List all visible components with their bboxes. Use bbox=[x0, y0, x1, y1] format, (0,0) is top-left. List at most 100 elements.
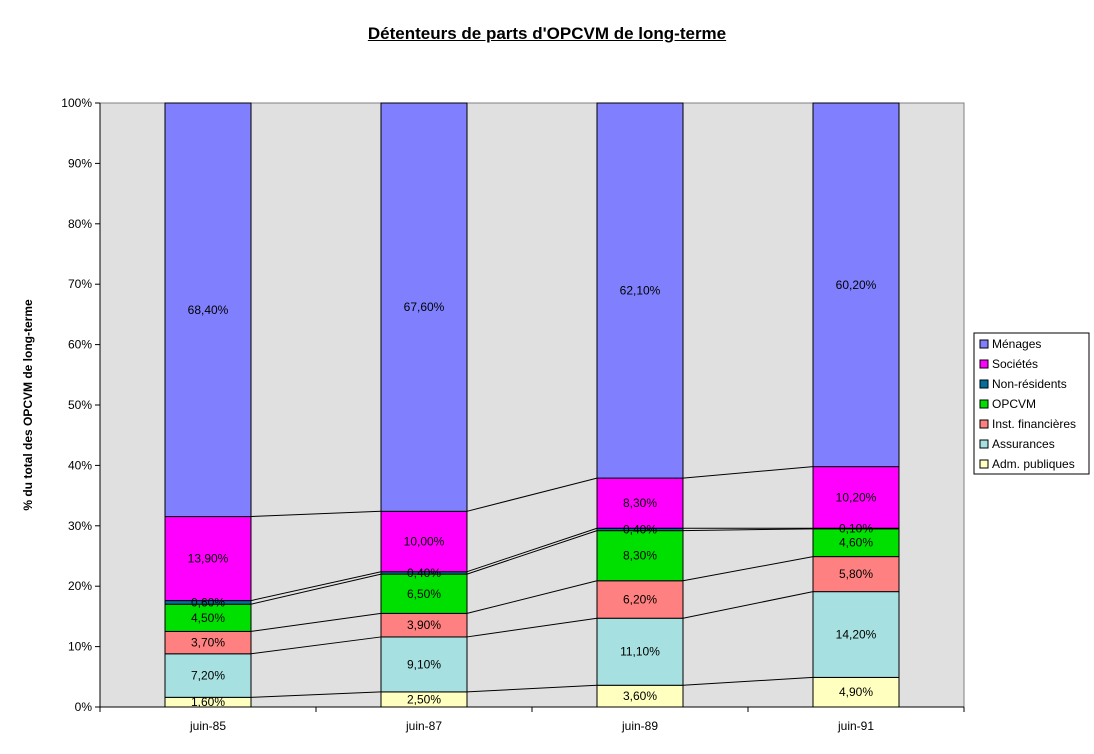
data-label: 60,20% bbox=[836, 278, 877, 292]
legend-label: Non-résidents bbox=[992, 377, 1067, 391]
chart-title: Détenteurs de parts d'OPCVM de long-term… bbox=[367, 24, 727, 43]
y-tick-label: 20% bbox=[68, 579, 92, 593]
data-label: 2,50% bbox=[407, 692, 441, 706]
legend-label: Inst. financières bbox=[992, 417, 1076, 431]
bar-segment bbox=[380, 510, 468, 573]
x-tick-label: juin-91 bbox=[837, 719, 874, 733]
bar-segment bbox=[812, 528, 900, 558]
bars bbox=[164, 102, 900, 708]
legend: Ménages Sociétés Non-résidents OPCVM Inst. f… bbox=[973, 332, 1090, 475]
series-lines bbox=[250, 466, 814, 698]
data-label: 4,90% bbox=[839, 685, 873, 699]
series-line bbox=[466, 580, 598, 614]
series-line bbox=[250, 573, 382, 605]
y-tick-label: 0% bbox=[75, 700, 93, 714]
x-tick-label: juin-85 bbox=[189, 719, 226, 733]
data-label: 6,50% bbox=[407, 587, 441, 601]
series-line bbox=[466, 527, 598, 573]
series-line bbox=[250, 571, 382, 602]
data-label: 3,60% bbox=[623, 689, 657, 703]
series-line bbox=[466, 684, 598, 693]
bar-segment bbox=[164, 603, 252, 632]
series-line bbox=[250, 636, 382, 655]
data-label: 11,10% bbox=[620, 645, 660, 659]
data-label: 0,60% bbox=[191, 595, 225, 609]
bar-segment bbox=[380, 102, 468, 512]
y-tick-label: 70% bbox=[68, 277, 92, 291]
data-label: 4,60% bbox=[839, 536, 873, 550]
data-label: 6,20% bbox=[623, 592, 657, 606]
data-label: 4,50% bbox=[191, 611, 225, 625]
y-tick-label: 90% bbox=[68, 156, 92, 170]
y-tick-label: 10% bbox=[68, 640, 92, 654]
bar-segment bbox=[164, 653, 252, 698]
y-tick-label: 100% bbox=[61, 96, 92, 110]
series-line bbox=[682, 591, 814, 619]
y-axis-title: % du total des OPCVM de long-terme bbox=[21, 299, 35, 511]
bar-segment bbox=[164, 102, 252, 518]
bar-segment bbox=[812, 556, 900, 593]
series-line bbox=[466, 617, 598, 638]
bar-segment bbox=[596, 530, 684, 582]
legend-swatch bbox=[979, 379, 989, 389]
data-label: 10,00% bbox=[404, 535, 445, 549]
data-label: 68,40% bbox=[188, 303, 229, 317]
series-line bbox=[466, 477, 598, 512]
data-label: 13,90% bbox=[188, 552, 229, 566]
data-label: 62,10% bbox=[620, 284, 661, 298]
legend-swatch bbox=[979, 399, 989, 409]
series-line bbox=[466, 530, 598, 575]
legend-swatch bbox=[979, 419, 989, 429]
legend-swatch bbox=[979, 359, 989, 369]
series-line bbox=[250, 612, 382, 632]
data-labels: 1,60% 2,50% 3,60% 4,90% 7,20% 9,10% 11,10% 14,2… bbox=[188, 278, 877, 709]
data-label: 8,30% bbox=[623, 496, 657, 510]
bar-segment bbox=[812, 676, 900, 708]
y-tick-label: 30% bbox=[68, 519, 92, 533]
bar-segment bbox=[380, 573, 468, 614]
bar-segment bbox=[380, 636, 468, 693]
data-label: 1,60% bbox=[191, 695, 225, 709]
bar-segment bbox=[596, 102, 684, 479]
legend-label: Adm. publiques bbox=[992, 457, 1075, 471]
data-label: 5,80% bbox=[839, 567, 873, 581]
data-label: 3,90% bbox=[407, 618, 441, 632]
bar-segment bbox=[812, 102, 900, 468]
series-line bbox=[250, 691, 382, 698]
y-tick-label: 50% bbox=[68, 398, 92, 412]
y-tick-label: 40% bbox=[68, 458, 92, 472]
data-label: 8,30% bbox=[623, 549, 657, 563]
data-label: 9,10% bbox=[407, 657, 441, 671]
legend-label: Assurances bbox=[992, 437, 1055, 451]
data-label: 0,40% bbox=[407, 566, 441, 580]
series-line bbox=[682, 556, 814, 582]
legend-box bbox=[973, 332, 1090, 475]
legend-label: Ménages bbox=[992, 337, 1041, 351]
x-tick-label: juin-89 bbox=[621, 719, 658, 733]
data-label: 0,40% bbox=[623, 522, 657, 536]
bar-segment bbox=[812, 591, 900, 678]
data-label: 14,20% bbox=[836, 628, 877, 642]
data-label: 3,70% bbox=[191, 636, 225, 650]
series-line bbox=[682, 676, 814, 686]
legend-label: Sociétés bbox=[992, 357, 1038, 371]
legend-swatch bbox=[979, 339, 989, 349]
legend-swatch bbox=[979, 459, 989, 469]
bar-segment bbox=[596, 580, 684, 619]
data-label: 0,10% bbox=[839, 522, 873, 536]
legend-swatch bbox=[979, 439, 989, 449]
axes: 0% 10% 20% 30% 40% 50% 60% 70% 80% 90% 100% juin-85… bbox=[61, 96, 965, 733]
series-line bbox=[250, 510, 382, 518]
bar-segment bbox=[164, 516, 252, 602]
data-label: 7,20% bbox=[191, 669, 225, 683]
x-tick-label: juin-87 bbox=[405, 719, 442, 733]
y-tick-label: 80% bbox=[68, 217, 92, 231]
data-label: 10,20% bbox=[836, 490, 877, 504]
data-label: 67,60% bbox=[404, 300, 445, 314]
y-tick-label: 60% bbox=[68, 338, 92, 352]
bar-segment bbox=[596, 617, 684, 686]
legend-label: OPCVM bbox=[992, 397, 1036, 411]
series-line bbox=[682, 528, 814, 532]
series-line bbox=[682, 466, 814, 479]
